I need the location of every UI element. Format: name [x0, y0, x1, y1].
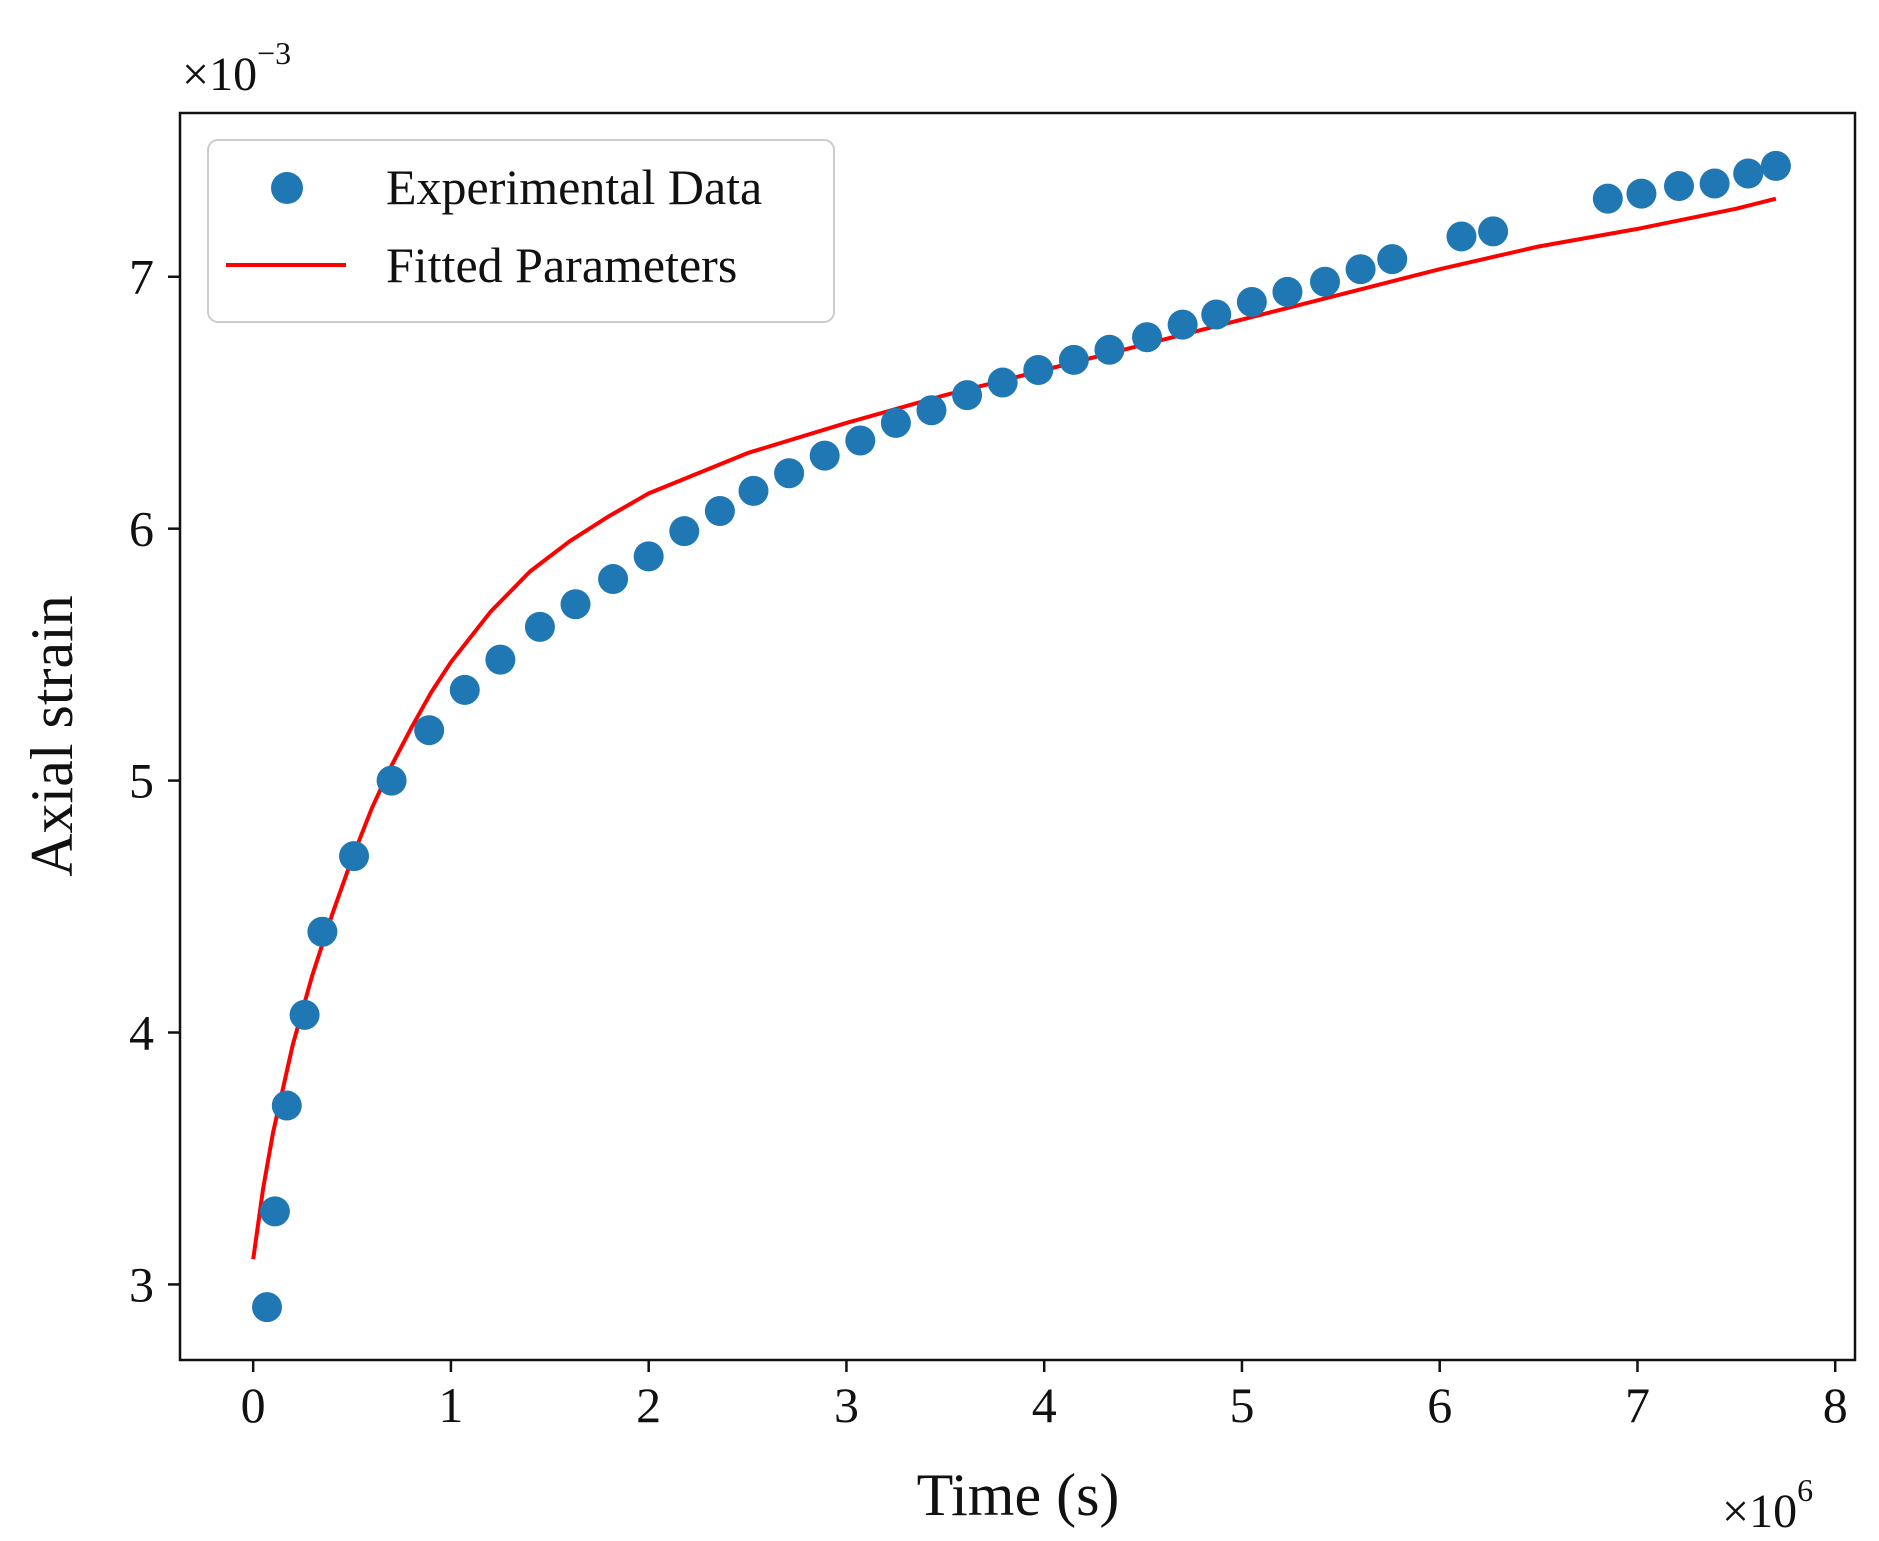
- x-tick-label: 5: [1229, 1377, 1254, 1433]
- y-scale-exponent: −3: [257, 35, 291, 71]
- data-point: [1236, 286, 1267, 317]
- y-scale-multiplier: ×10−3: [182, 35, 291, 101]
- x-tick-label: 6: [1427, 1377, 1452, 1433]
- data-point: [1733, 158, 1764, 189]
- legend: Experimental Data Fitted Parameters: [207, 139, 835, 323]
- data-point: [1478, 216, 1509, 247]
- data-point: [1058, 344, 1089, 375]
- data-point: [414, 715, 445, 746]
- data-point: [916, 395, 947, 426]
- data-point: [1446, 221, 1477, 252]
- data-point: [1310, 266, 1341, 297]
- data-point: [880, 407, 911, 438]
- x-axis-label: Time (s): [917, 1462, 1120, 1528]
- data-point: [376, 765, 407, 796]
- legend-marker-experimental: [271, 172, 303, 204]
- y-tick-label: 7: [129, 249, 154, 305]
- data-point: [633, 541, 664, 572]
- legend-box: [207, 139, 835, 323]
- data-point: [1345, 254, 1376, 285]
- data-point: [1626, 178, 1657, 209]
- data-point: [1377, 244, 1408, 275]
- legend-label-fitted: Fitted Parameters: [386, 237, 737, 293]
- data-point: [704, 496, 735, 527]
- data-point: [449, 674, 480, 705]
- data-point: [339, 841, 370, 872]
- y-tick-label: 5: [129, 753, 154, 809]
- data-point: [307, 916, 338, 947]
- fitted-line: [251, 196, 1777, 1260]
- x-tick-label: 2: [636, 1377, 661, 1433]
- x-scale-exponent: 6: [1797, 1472, 1813, 1508]
- plot-area-frame: [178, 111, 1857, 1362]
- data-point: [1699, 168, 1730, 199]
- x-scale-base: ×10: [1722, 1485, 1797, 1538]
- x-tick-label: 8: [1823, 1377, 1848, 1433]
- data-point: [774, 458, 805, 489]
- data-point: [987, 367, 1018, 398]
- x-scale-multiplier: ×106: [1722, 1472, 1813, 1538]
- data-point: [271, 1090, 302, 1121]
- data-point: [1663, 171, 1694, 202]
- data-point: [669, 516, 700, 547]
- data-point: [952, 380, 983, 411]
- data-point: [252, 1292, 283, 1323]
- data-point: [1132, 322, 1163, 353]
- y-tick-label: 3: [129, 1256, 154, 1312]
- data-point: [1272, 276, 1303, 307]
- legend-label-experimental: Experimental Data: [386, 159, 762, 215]
- x-tick-label: 4: [1032, 1377, 1057, 1433]
- data-point: [1023, 354, 1054, 385]
- x-tick-label: 0: [241, 1377, 266, 1433]
- data-point: [845, 425, 876, 456]
- y-axis-label: Axial strain: [19, 595, 85, 877]
- data-point: [1201, 299, 1232, 330]
- data-point: [524, 611, 555, 642]
- data-point: [1592, 183, 1623, 214]
- y-scale-base: ×10: [182, 48, 257, 101]
- x-tick-label: 1: [438, 1377, 463, 1433]
- data-point: [738, 475, 769, 506]
- svg-text:×106: ×106: [1722, 1472, 1813, 1538]
- data-point: [1094, 334, 1125, 365]
- svg-text:×10−3: ×10−3: [182, 35, 291, 101]
- x-tick-label: 7: [1625, 1377, 1650, 1433]
- x-axis: 0 1 2 3 4 5 6 7 8: [241, 1360, 1848, 1433]
- y-axis: 3 4 5 6 7: [129, 249, 180, 1312]
- data-point: [1760, 150, 1791, 181]
- data-point: [1167, 309, 1198, 340]
- data-point: [485, 644, 516, 675]
- data-point: [809, 440, 840, 471]
- y-tick-label: 6: [129, 501, 154, 557]
- fitted-line-series: [251, 196, 1777, 1260]
- y-tick-label: 4: [129, 1005, 154, 1061]
- data-point: [259, 1196, 290, 1227]
- experimental-scatter-series: [252, 150, 1791, 1323]
- data-point: [289, 999, 320, 1030]
- x-tick-label: 3: [834, 1377, 859, 1433]
- data-point: [560, 589, 591, 620]
- data-point: [598, 564, 629, 595]
